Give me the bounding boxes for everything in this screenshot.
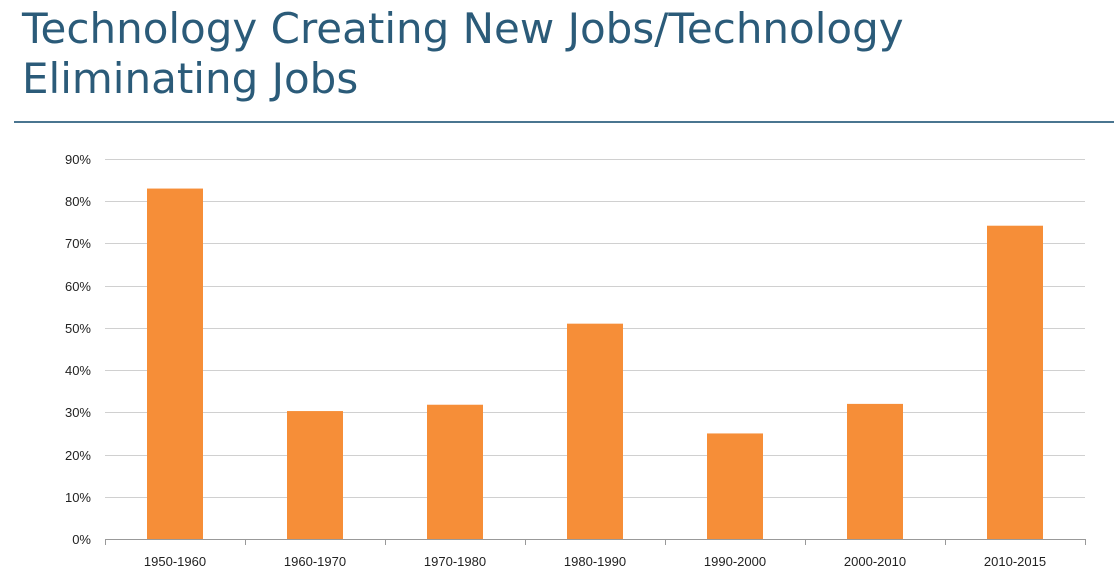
x-tick-label: 2010-2015 xyxy=(984,554,1046,569)
x-axis-ticks: 1950-1960 1960-1970 1970-1980 1980-1990 1990… xyxy=(144,554,1046,569)
y-tick-label: 20% xyxy=(65,448,91,463)
bar-1950-1960 xyxy=(147,188,203,540)
y-tick-label: 40% xyxy=(65,363,91,378)
bar-2000-2010 xyxy=(847,403,903,539)
y-tick-label: 0% xyxy=(72,532,91,547)
y-tick-label: 30% xyxy=(65,405,91,420)
y-tick-label: 80% xyxy=(65,194,91,209)
x-tick-label: 1950-1960 xyxy=(144,554,206,569)
y-tick-label: 70% xyxy=(65,236,91,251)
bar-2010-2015 xyxy=(987,225,1043,539)
x-tick-label: 2000-2010 xyxy=(844,554,906,569)
y-tick-label: 50% xyxy=(65,321,91,336)
y-tick-label: 90% xyxy=(65,152,91,167)
y-axis-ticks: 0% 10% 20% 30% 40% 50% 60% 70% 80% 90% xyxy=(65,152,91,547)
bar-1970-1980 xyxy=(427,404,483,539)
bar-1960-1970 xyxy=(287,411,343,539)
x-tick-label: 1980-1990 xyxy=(564,554,626,569)
bar-1980-1990 xyxy=(567,323,623,539)
bar-1990-2000 xyxy=(707,433,763,539)
bars xyxy=(147,188,1043,540)
x-tick-label: 1990-2000 xyxy=(704,554,766,569)
slide-title: Technology Creating New Jobs/Technology … xyxy=(22,4,904,103)
x-tick-label: 1970-1980 xyxy=(424,554,486,569)
x-tick-label: 1960-1970 xyxy=(284,554,346,569)
x-axis xyxy=(105,539,1086,545)
title-divider xyxy=(14,121,1114,123)
y-tick-label: 10% xyxy=(65,490,91,505)
y-tick-label: 60% xyxy=(65,279,91,294)
